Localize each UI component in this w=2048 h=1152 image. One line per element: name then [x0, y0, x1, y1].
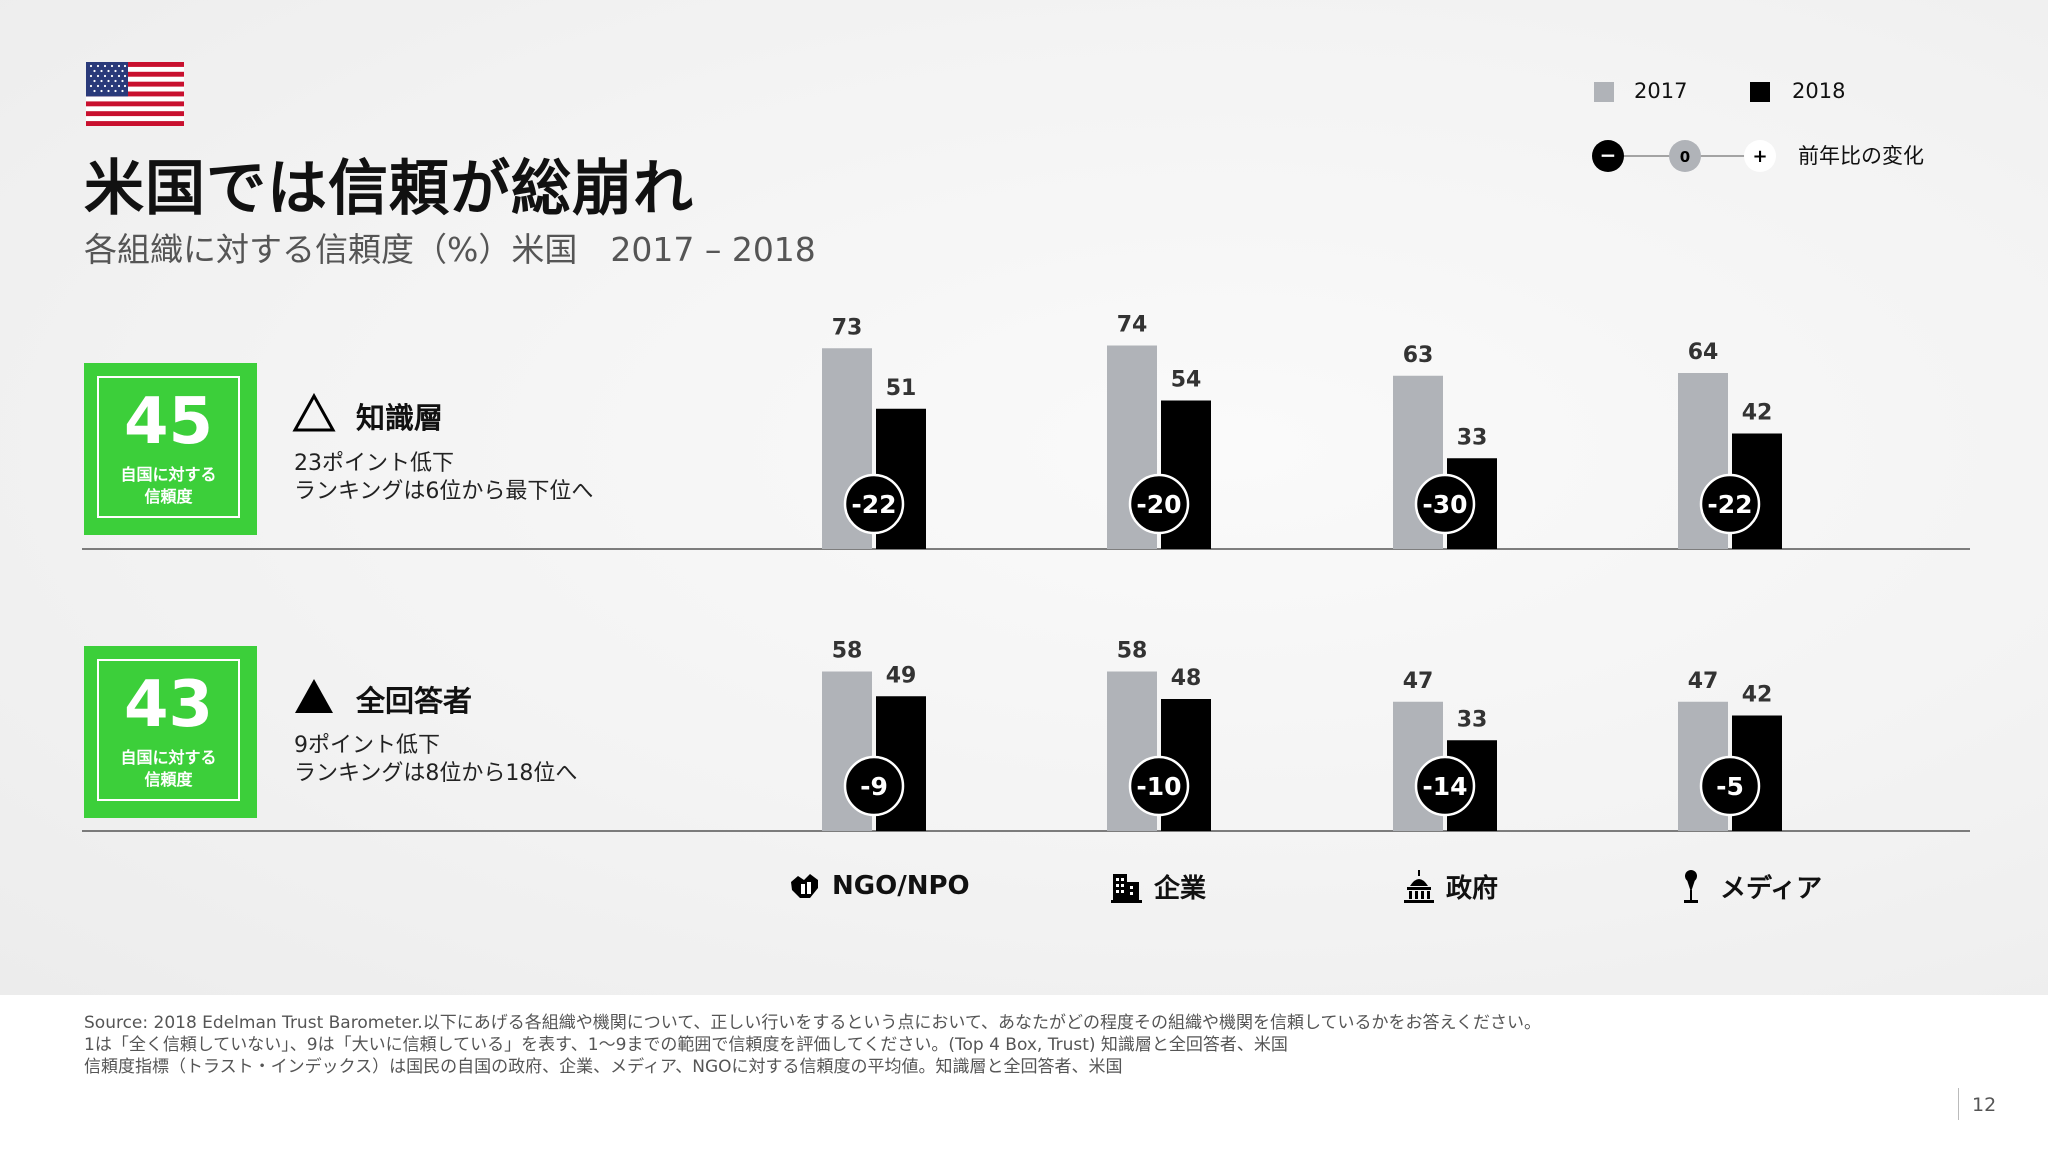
change-badge — [843, 473, 905, 535]
score-caption-line2: 信頼度 — [144, 487, 193, 506]
legend-label-2017: 2017 — [1634, 79, 1688, 103]
data-label-2018: 51 — [886, 376, 917, 401]
change-badge — [1699, 755, 1761, 817]
trust-index-score: 45 — [123, 385, 214, 459]
category-label: NGO/NPO — [832, 871, 970, 901]
change-scale-label: 前年比の変化 — [1798, 144, 1924, 168]
change-badge — [1128, 473, 1190, 535]
category-label: 政府 — [1446, 873, 1499, 904]
microphone-icon — [1684, 870, 1698, 903]
category-label: 企業 — [1154, 873, 1207, 904]
change-value: -22 — [851, 490, 896, 519]
group-desc-general: 9ポイント低下 ランキングは8位から18位へ — [294, 732, 577, 788]
group-desc-informed: 23ポイント低下 ランキングは6位から最下位へ — [294, 450, 593, 506]
score-caption-line1: 自国に対する — [120, 748, 217, 767]
category-media: メディア — [1676, 866, 1822, 906]
category-government: 政府 — [1402, 866, 1498, 906]
capitol-icon — [1404, 870, 1434, 903]
data-label-2018: 33 — [1457, 425, 1488, 450]
data-label-2018: 42 — [1742, 683, 1773, 708]
data-label-2017: 58 — [832, 639, 863, 664]
legend-swatch-2017 — [1594, 82, 1614, 102]
score-box-informed: 45 自国に対する 信頼度 — [84, 363, 257, 535]
data-label-2017: 64 — [1688, 340, 1719, 365]
data-label-2018: 54 — [1171, 368, 1202, 393]
page-number: 12 — [1972, 1094, 1997, 1116]
score-caption-line1: 自国に対する — [120, 465, 217, 484]
source-note: Source: 2018 Edelman Trust Barometer.以下に… — [84, 1012, 1541, 1078]
data-label-2017: 47 — [1403, 669, 1434, 694]
data-label-2017: 73 — [832, 315, 863, 340]
outline-triangle-icon — [292, 393, 336, 432]
page-subtitle: 各組織に対する信頼度（%）米国 2017 – 2018 — [84, 230, 816, 269]
group-desc-line2: ランキングは6位から最下位へ — [294, 479, 594, 504]
data-label-2017: 63 — [1403, 343, 1434, 368]
change-badge — [843, 755, 905, 817]
data-label-2018: 49 — [886, 663, 917, 688]
footer — [0, 995, 2048, 1152]
change-badge — [1414, 473, 1476, 535]
group-title-informed: 知識層 — [356, 401, 444, 435]
source-line1: Source: 2018 Edelman Trust Barometer.以下に… — [84, 1013, 1541, 1033]
group-desc-line2: ランキングは8位から18位へ — [294, 761, 578, 786]
change-value: -22 — [1707, 490, 1752, 519]
page-divider — [1958, 1088, 1959, 1120]
score-caption-line2: 信頼度 — [144, 770, 193, 789]
data-label-2018: 33 — [1457, 707, 1488, 732]
change-value: -9 — [860, 772, 888, 801]
data-label-2018: 42 — [1742, 401, 1773, 426]
page-title: 米国では信頼が総崩れ — [84, 154, 694, 224]
filled-triangle-icon — [295, 679, 333, 713]
change-value: -10 — [1136, 772, 1181, 801]
group-desc-line1: 23ポイント低下 — [294, 451, 454, 476]
change-scale-plus: + — [1752, 146, 1767, 167]
change-scale-legend: − 0 + — [1592, 140, 1776, 172]
category-label: メディア — [1720, 873, 1823, 904]
score-box-general: 43 自国に対する 信頼度 — [84, 646, 257, 818]
change-value: -5 — [1716, 772, 1744, 801]
hands-icon — [791, 874, 818, 898]
change-badge — [1699, 473, 1761, 535]
trust-index-score: 43 — [123, 668, 214, 742]
bar-chart: 73 51 -22 74 54 -20 63 33 -30 64 42 -22 58 49 -9 58 48 -1… — [82, 313, 1970, 832]
change-badge — [1414, 755, 1476, 817]
change-scale-minus: − — [1600, 143, 1617, 167]
source-line3: 信頼度指標（トラスト・インデックス）は国民の自国の政府、企業、メディア、NGOに… — [84, 1057, 1123, 1077]
data-label-2017: 47 — [1688, 669, 1719, 694]
data-label-2017: 58 — [1117, 639, 1148, 664]
group-title-general: 全回答者 — [356, 684, 473, 718]
category-business: 企業 — [1110, 866, 1206, 906]
change-scale-zero: 0 — [1680, 148, 1690, 166]
data-label-2018: 48 — [1171, 666, 1202, 691]
legend-swatch-2018 — [1750, 82, 1770, 102]
building-icon — [1111, 874, 1142, 903]
source-line2: 1は「全く信頼していない」、9は「大いに信頼している」を表す、1〜9までの範囲で… — [84, 1035, 1288, 1055]
us-flag-icon — [86, 62, 184, 126]
legend-label-2018: 2018 — [1792, 79, 1846, 103]
change-value: -14 — [1422, 772, 1467, 801]
category-ngo: NGO/NPO — [788, 866, 970, 906]
change-badge — [1128, 755, 1190, 817]
change-value: -30 — [1422, 490, 1467, 519]
change-value: -20 — [1136, 490, 1181, 519]
data-label-2017: 74 — [1117, 313, 1148, 338]
group-desc-line1: 9ポイント低下 — [294, 733, 440, 758]
